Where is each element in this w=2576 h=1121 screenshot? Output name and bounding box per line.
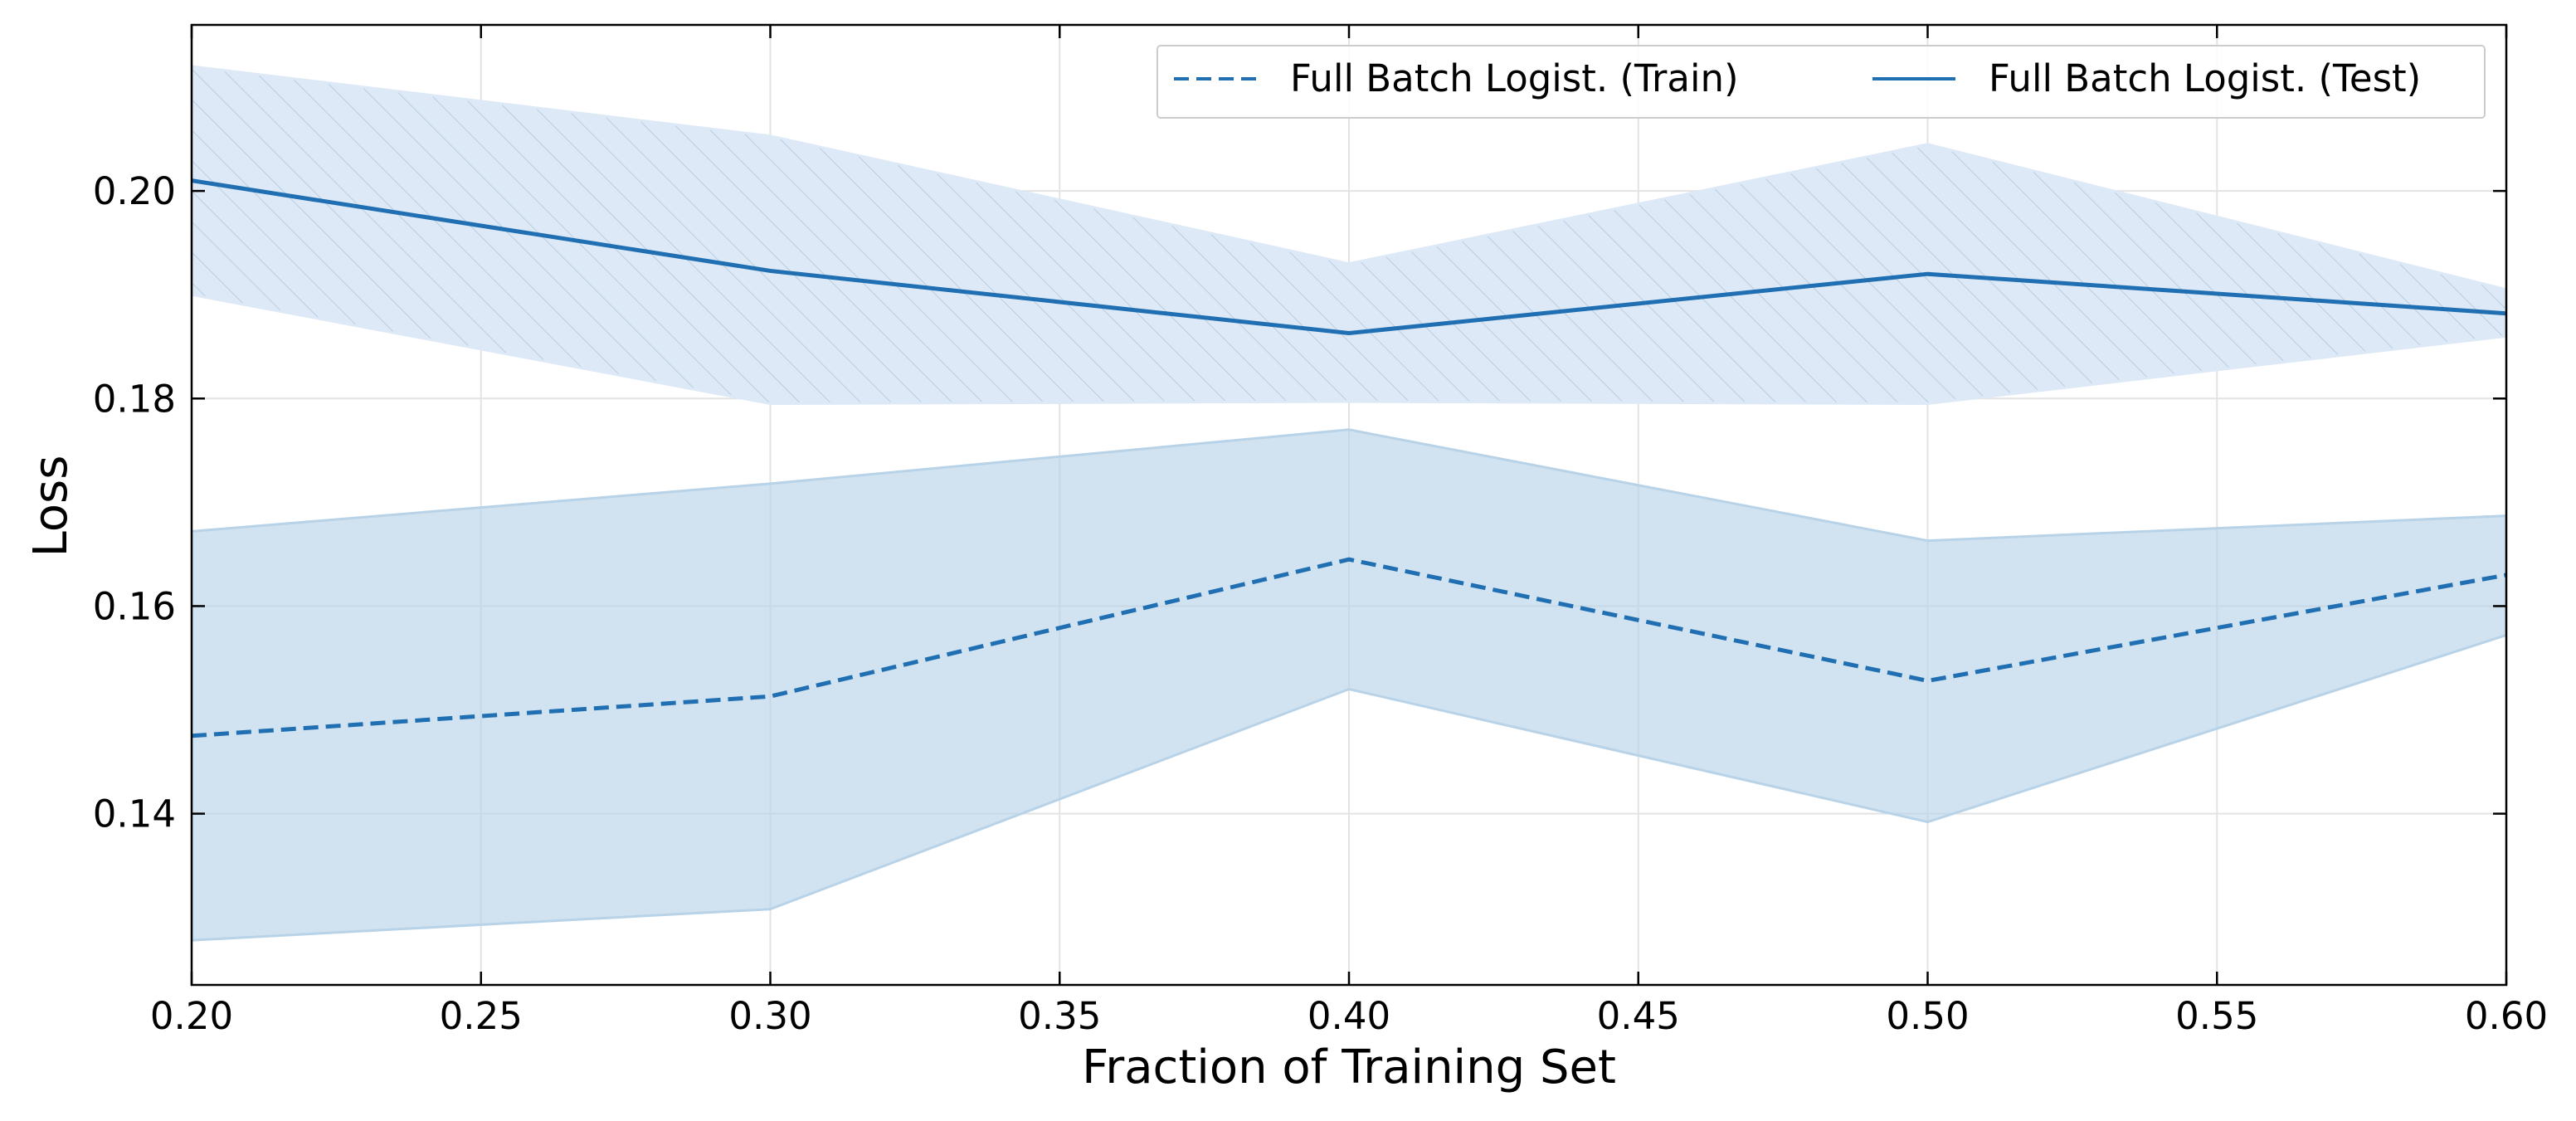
band-series-1 — [192, 65, 2506, 406]
legend-label-test: Full Batch Logist. (Test) — [1989, 56, 2421, 100]
x-tick-label: 0.45 — [1597, 994, 1680, 1038]
y-tick-label: 0.20 — [93, 169, 176, 213]
x-tick-label: 0.25 — [440, 994, 523, 1038]
x-tick-label: 0.35 — [1018, 994, 1101, 1038]
legend: Full Batch Logist. (Train) Full Batch Lo… — [1157, 45, 2486, 119]
x-tick-label: 0.20 — [150, 994, 233, 1038]
series-lines — [192, 178, 2506, 738]
x-tick-label: 0.60 — [2465, 994, 2548, 1038]
y-axis-ticks: 0.14 0.16 0.18 0.20 — [93, 169, 2506, 836]
x-tick-label: 0.50 — [1886, 994, 1969, 1038]
band-series-0 — [192, 428, 2506, 942]
y-axis-label: Loss — [24, 456, 78, 558]
legend-box — [1157, 45, 2486, 119]
legend-label-train: Full Batch Logist. (Train) — [1290, 56, 1739, 100]
x-tick-label: 0.30 — [728, 994, 811, 1038]
x-tick-label: 0.40 — [1307, 994, 1390, 1038]
y-tick-label: 0.14 — [93, 792, 176, 836]
y-tick-label: 0.18 — [93, 377, 176, 421]
x-axis-label: Fraction of Training Set — [1082, 1041, 1616, 1094]
x-axis-ticks: 0.20 0.25 0.30 0.35 0.40 0.45 0.50 0.55 0.60 — [150, 25, 2548, 1038]
x-tick-label: 0.55 — [2175, 994, 2258, 1038]
confidence-bands — [192, 65, 2506, 942]
y-tick-label: 0.16 — [93, 584, 176, 628]
